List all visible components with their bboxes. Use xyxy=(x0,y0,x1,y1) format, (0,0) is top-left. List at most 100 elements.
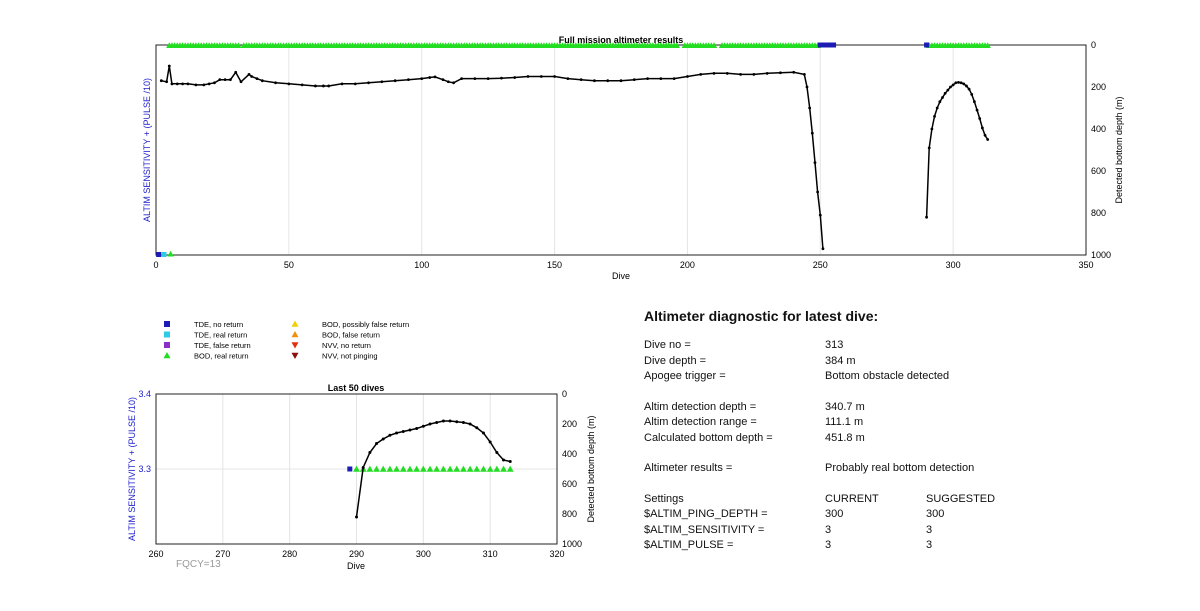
top-depth-point xyxy=(957,80,960,84)
top-depth-point xyxy=(980,126,984,130)
top-y-tick-label: 600 xyxy=(1091,166,1106,176)
top-depth-point xyxy=(973,100,976,104)
top-depth-point xyxy=(247,73,251,76)
top-depth-point xyxy=(407,78,410,82)
altim-depth-row: Altim detection depth = 340.7 m xyxy=(644,400,1164,416)
top-depth-point xyxy=(239,80,243,84)
top-depth-point xyxy=(181,82,184,86)
top-depth-point xyxy=(175,82,179,86)
results-value: Probably real bottom detection xyxy=(825,462,975,474)
pulse-suggested: 3 xyxy=(926,539,933,551)
bottom-depth-point xyxy=(435,421,439,424)
top-x-tick-label: 350 xyxy=(1078,260,1093,270)
bottom-y-tick-label-right: 1000 xyxy=(562,539,582,549)
ping-depth-row: $ALTIM_PING_DEPTH = 300 300 xyxy=(644,507,1164,523)
bod-real-marker xyxy=(426,465,434,472)
top-depth-point xyxy=(805,85,809,89)
top-depth-point xyxy=(646,77,649,80)
bottom-y-tick-label-right: 200 xyxy=(562,419,577,429)
bottom-x-tick-label: 320 xyxy=(549,549,564,559)
legend-marker xyxy=(163,352,171,359)
bod-real-marker xyxy=(167,250,174,257)
bod-real-marker xyxy=(406,465,414,472)
bottom-chart-title: Last 50 dives xyxy=(328,383,385,393)
bottom-depth-point xyxy=(381,437,385,441)
bod-real-marker xyxy=(386,465,394,472)
bod-real-marker xyxy=(500,465,507,472)
altim-depth-value: 340.7 m xyxy=(825,400,865,413)
top-chart-x-ticks: 0 50 100 150 200 250 300 350 xyxy=(153,260,1093,270)
apogee-value: Bottom obstacle detected xyxy=(825,370,950,382)
tde-no-return-marker xyxy=(817,42,823,48)
top-y-tick-label: 400 xyxy=(1091,124,1106,134)
top-chart-markers xyxy=(156,42,991,257)
top-depth-point xyxy=(194,83,198,87)
top-depth-point xyxy=(255,77,259,80)
top-depth-point xyxy=(792,70,796,74)
tde-no-return-marker xyxy=(820,42,826,48)
bod-real-marker xyxy=(446,465,454,472)
top-depth-point xyxy=(959,81,963,85)
top-depth-point xyxy=(353,82,357,86)
results-row: Altimeter results = Probably real bottom… xyxy=(644,461,1164,477)
top-depth-point xyxy=(446,80,450,84)
top-depth-point xyxy=(965,84,968,88)
top-depth-point xyxy=(229,78,232,82)
top-depth-point xyxy=(672,77,676,80)
top-depth-point xyxy=(606,79,610,83)
bottom-y-tick-label-right: 0 xyxy=(562,389,567,399)
bod-real-marker xyxy=(460,465,467,472)
legend-marker xyxy=(291,320,299,327)
top-depth-point xyxy=(420,77,424,80)
legend-marker xyxy=(291,342,299,349)
legend-marker xyxy=(291,331,299,338)
top-depth-point xyxy=(566,77,570,80)
bottom-depth-point xyxy=(408,428,412,432)
top-depth-point xyxy=(287,82,291,86)
top-x-tick-label: 0 xyxy=(153,260,158,270)
top-depth-point xyxy=(946,88,950,92)
ping-depth-current: 300 xyxy=(825,508,844,520)
legend-label: NVV, not pinging xyxy=(322,352,378,361)
legend-label: BOD, real return xyxy=(194,352,249,361)
top-y-tick-label: 200 xyxy=(1091,82,1106,92)
top-depth-point xyxy=(300,83,304,87)
bod-real-marker xyxy=(984,42,991,49)
bottom-depth-point xyxy=(488,440,492,444)
top-chart-axes-box xyxy=(155,44,1087,256)
top-depth-point xyxy=(223,78,227,82)
top-chart-y-label-left: ALTIM SENSITIVITY + (PULSE /10) xyxy=(142,78,152,222)
top-depth-point xyxy=(699,73,703,76)
current-header: CURRENT xyxy=(825,492,879,505)
bottom-chart-x-label: Dive xyxy=(347,561,365,571)
bottom-depth-point xyxy=(468,422,472,426)
top-depth-point xyxy=(579,78,583,82)
top-depth-point xyxy=(250,75,254,78)
top-depth-point xyxy=(452,81,455,85)
top-depth-point xyxy=(327,84,331,88)
top-depth-point xyxy=(949,85,952,89)
top-depth-point xyxy=(213,81,216,85)
top-depth-point xyxy=(218,78,222,82)
suggested-header: SUGGESTED xyxy=(926,492,996,505)
top-depth-point xyxy=(712,71,716,75)
altim-range-value: 111.1 m xyxy=(825,416,864,428)
bottom-depth-point xyxy=(361,466,365,469)
top-depth-point xyxy=(725,71,729,75)
tde-no-return-marker xyxy=(347,466,353,472)
last-50-dives-chart: 260 270 280 290 300 310 320 3.4 3.3 0 200 400 600 80… xyxy=(127,383,596,571)
top-depth-point xyxy=(473,77,477,80)
top-depth-point xyxy=(779,71,782,75)
top-depth-point xyxy=(553,75,556,78)
tde-no-return-marker xyxy=(924,42,930,48)
top-depth-point xyxy=(810,131,814,135)
top-x-tick-label: 150 xyxy=(547,260,562,270)
legend-marker xyxy=(164,342,170,348)
top-depth-point xyxy=(659,77,663,80)
top-depth-point xyxy=(593,79,596,83)
bottom-depth-point xyxy=(368,451,372,454)
bod-real-marker xyxy=(235,42,242,49)
bottom-y-tick-label-left: 3.3 xyxy=(138,464,151,474)
top-x-tick-label: 100 xyxy=(414,260,429,270)
